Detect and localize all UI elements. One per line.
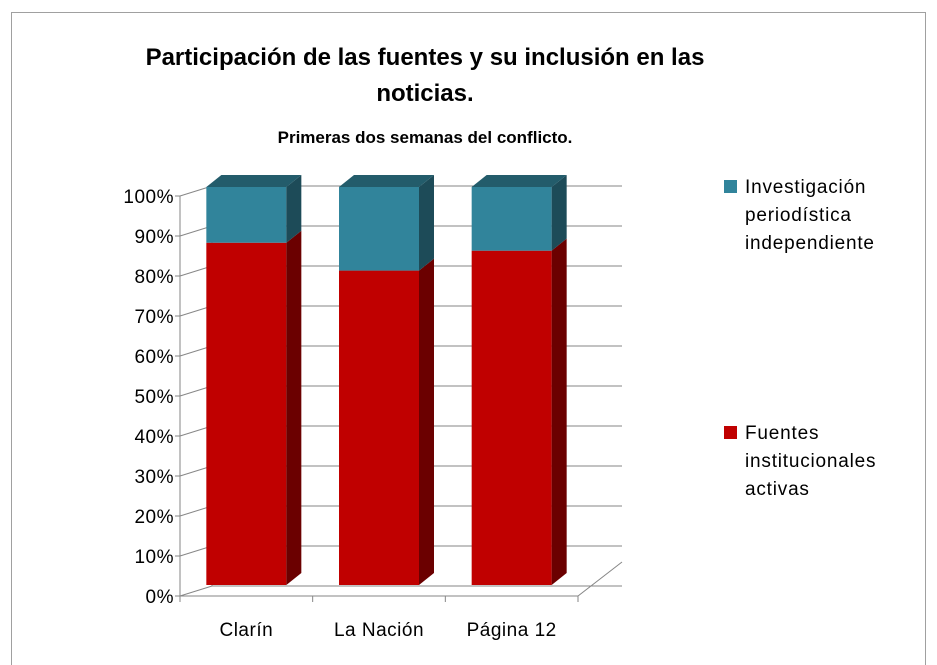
bar-top bbox=[471, 175, 567, 187]
y-tick-label: 20% bbox=[134, 507, 174, 528]
bar-side bbox=[286, 230, 302, 585]
bar bbox=[471, 238, 567, 585]
bar-side bbox=[419, 175, 434, 271]
y-tick-label: 80% bbox=[134, 267, 174, 288]
grid-line bbox=[179, 585, 622, 597]
y-tick-label: 40% bbox=[134, 427, 174, 448]
bar-top bbox=[339, 175, 434, 187]
chart-subtitle: Primeras dos semanas del conflicto. bbox=[277, 128, 573, 147]
y-tick-label: 90% bbox=[134, 227, 174, 248]
chart-title: Participación de las fuentes y su inclus… bbox=[145, 44, 705, 107]
chart-frame bbox=[11, 12, 926, 665]
y-tick-label: 0% bbox=[146, 587, 174, 608]
y-tick-label: 60% bbox=[134, 347, 174, 368]
bar-front bbox=[339, 187, 419, 271]
bar bbox=[339, 175, 434, 271]
y-tick-label: 50% bbox=[134, 387, 174, 408]
bar bbox=[206, 230, 302, 585]
legend-label: Fuentes institucionales activas bbox=[745, 423, 877, 500]
bar-front bbox=[471, 187, 552, 251]
bar-side bbox=[551, 238, 567, 585]
bar-front bbox=[471, 250, 552, 585]
x-tick-label: Página 12 bbox=[467, 620, 557, 641]
bar-front bbox=[206, 187, 287, 243]
legend-item: Investigación periodística independiente bbox=[724, 174, 915, 258]
legend-item: Fuentes institucionales activas bbox=[724, 420, 915, 504]
bar-front bbox=[339, 270, 419, 585]
bar-top bbox=[206, 175, 302, 187]
bar-front bbox=[206, 242, 287, 585]
y-tick-label: 70% bbox=[134, 307, 174, 328]
legend-label: Investigación periodística independiente bbox=[745, 177, 875, 254]
y-tick-label: 10% bbox=[134, 547, 174, 568]
bar bbox=[471, 175, 567, 251]
x-tick-label: Clarín bbox=[219, 620, 273, 641]
bar-side bbox=[551, 175, 567, 251]
x-tick-label: La Nación bbox=[334, 620, 424, 641]
legend-swatch bbox=[724, 426, 737, 439]
legend-swatch bbox=[724, 180, 737, 193]
bar-side bbox=[286, 175, 302, 243]
y-tick-label: 100% bbox=[123, 187, 174, 208]
bar bbox=[206, 175, 302, 243]
bar bbox=[339, 258, 434, 585]
bar-side bbox=[419, 258, 434, 585]
y-tick-label: 30% bbox=[134, 467, 174, 488]
